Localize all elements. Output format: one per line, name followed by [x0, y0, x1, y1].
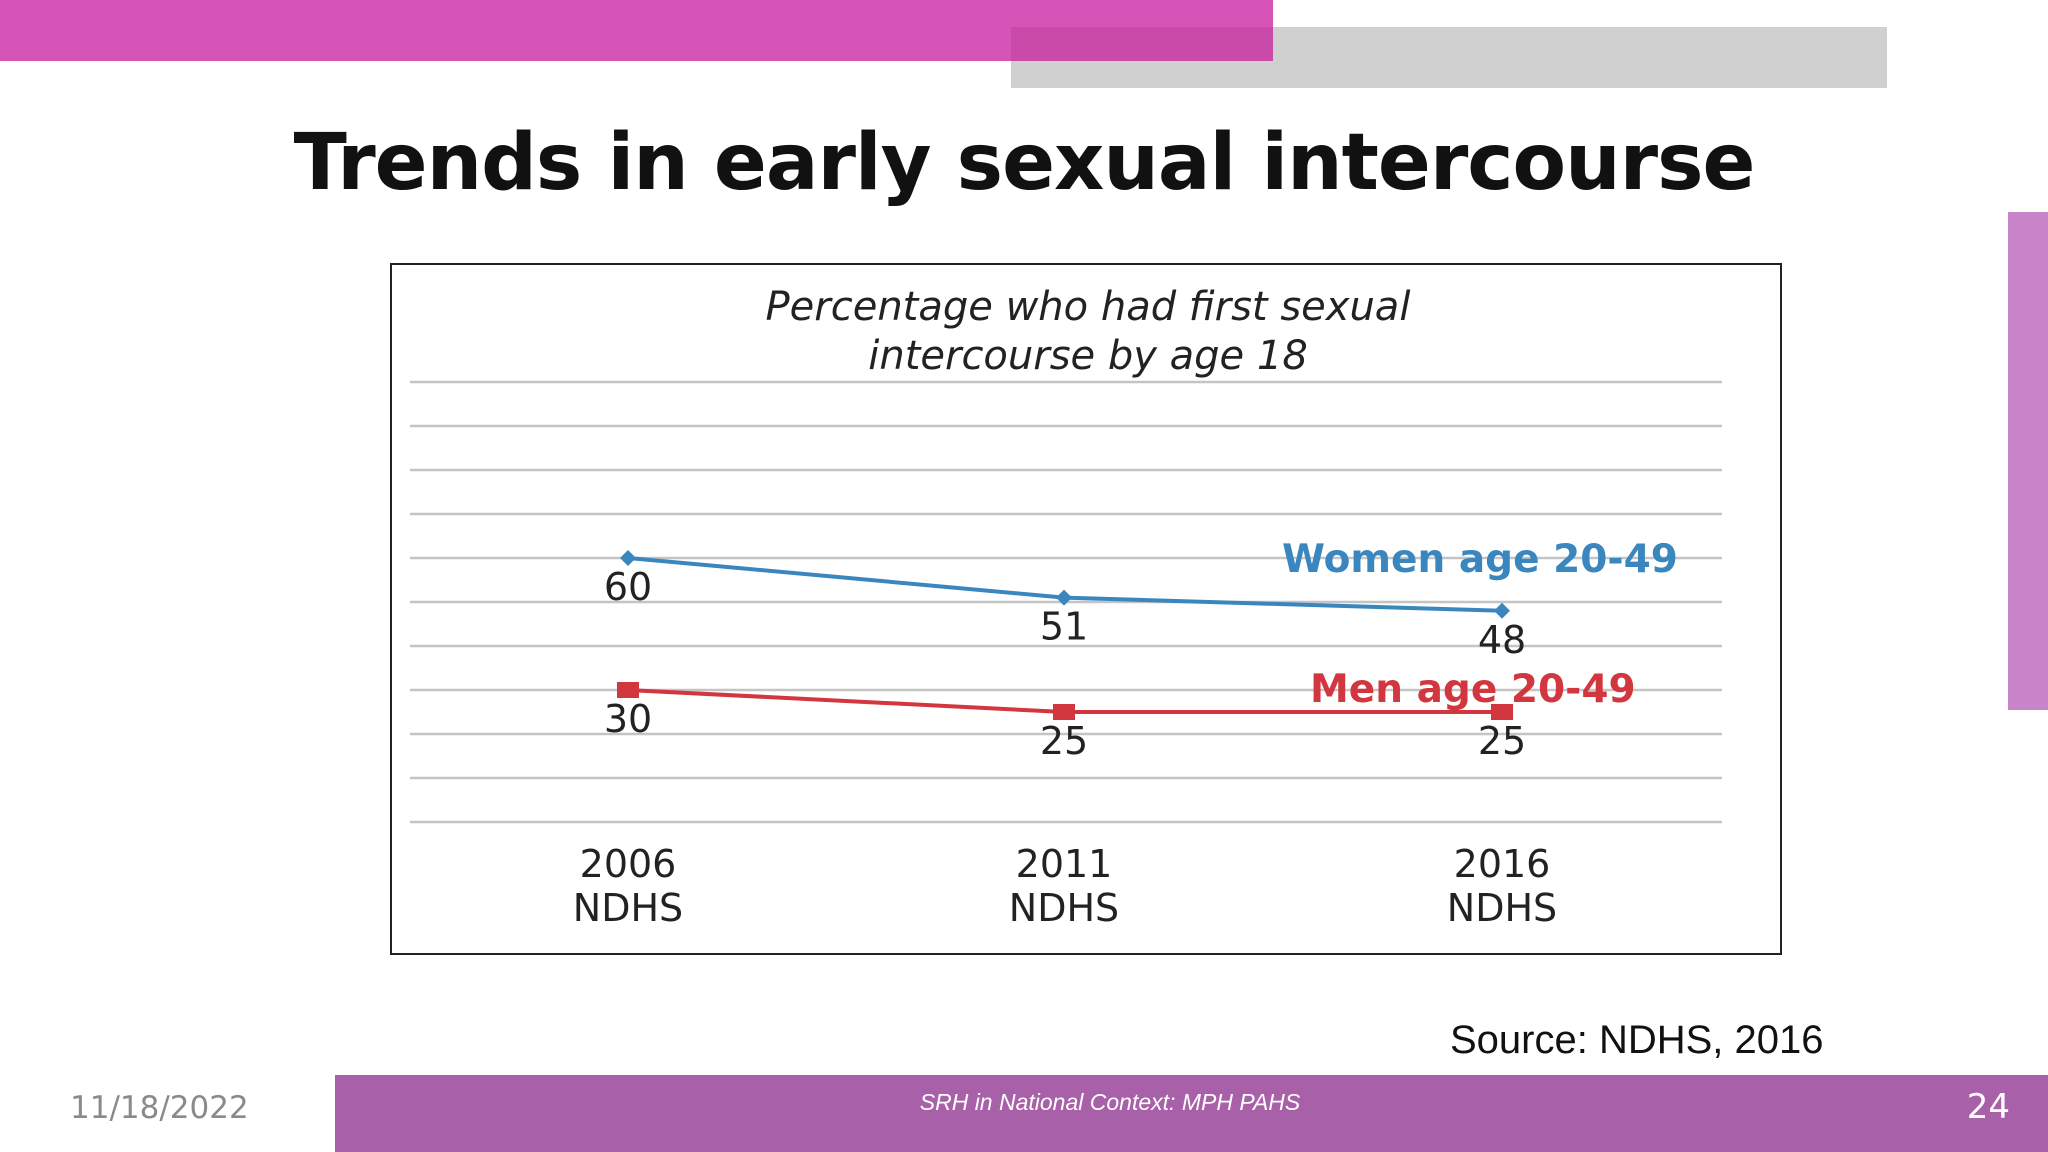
data-point [1494, 602, 1510, 619]
chart-title: Percentage who had first sexual intercou… [392, 283, 1784, 381]
series-label-men: Men age 20-49 [1310, 667, 1636, 712]
slide-title: Trends in early sexual intercourse [293, 118, 1756, 208]
footer-text: SRH in National Context: MPH PAHS [919, 1089, 1301, 1115]
x-tick-label-year: 2011 [1016, 842, 1113, 886]
data-point [1056, 589, 1072, 606]
x-tick-label-survey: NDHS [573, 886, 683, 930]
data-point [617, 682, 639, 698]
data-label: 25 [1478, 719, 1526, 763]
x-tick-label-survey: NDHS [1447, 886, 1557, 930]
footer-bar: SRH in National Context: MPH PAHS 24 [335, 1075, 2048, 1152]
data-label: 51 [1040, 605, 1088, 649]
chart-title-line-2: intercourse by age 18 [868, 333, 1308, 379]
data-label: 25 [1040, 719, 1088, 763]
data-point [620, 550, 636, 566]
top-accent-overlap [1011, 27, 1273, 61]
chart-frame: Percentage who had first sexual intercou… [390, 263, 1782, 955]
data-point [1053, 704, 1075, 720]
page-number: 24 [1966, 1087, 2010, 1127]
slide-date: 11/18/2022 [70, 1090, 249, 1126]
right-accent-bar [2008, 212, 2048, 710]
data-point [1491, 704, 1513, 720]
x-tick-label-survey: NDHS [1009, 886, 1119, 930]
series-label-women: Women age 20-49 [1282, 537, 1678, 582]
x-tick-label-year: 2016 [1454, 842, 1551, 886]
data-label: 30 [604, 697, 652, 741]
x-tick-label-year: 2006 [580, 842, 677, 886]
source-note: Source: NDHS, 2016 [1450, 1018, 1824, 1062]
chart-title-line-1: Percentage who had first sexual [765, 284, 1411, 330]
data-label: 60 [604, 565, 652, 609]
data-label: 48 [1478, 618, 1526, 662]
